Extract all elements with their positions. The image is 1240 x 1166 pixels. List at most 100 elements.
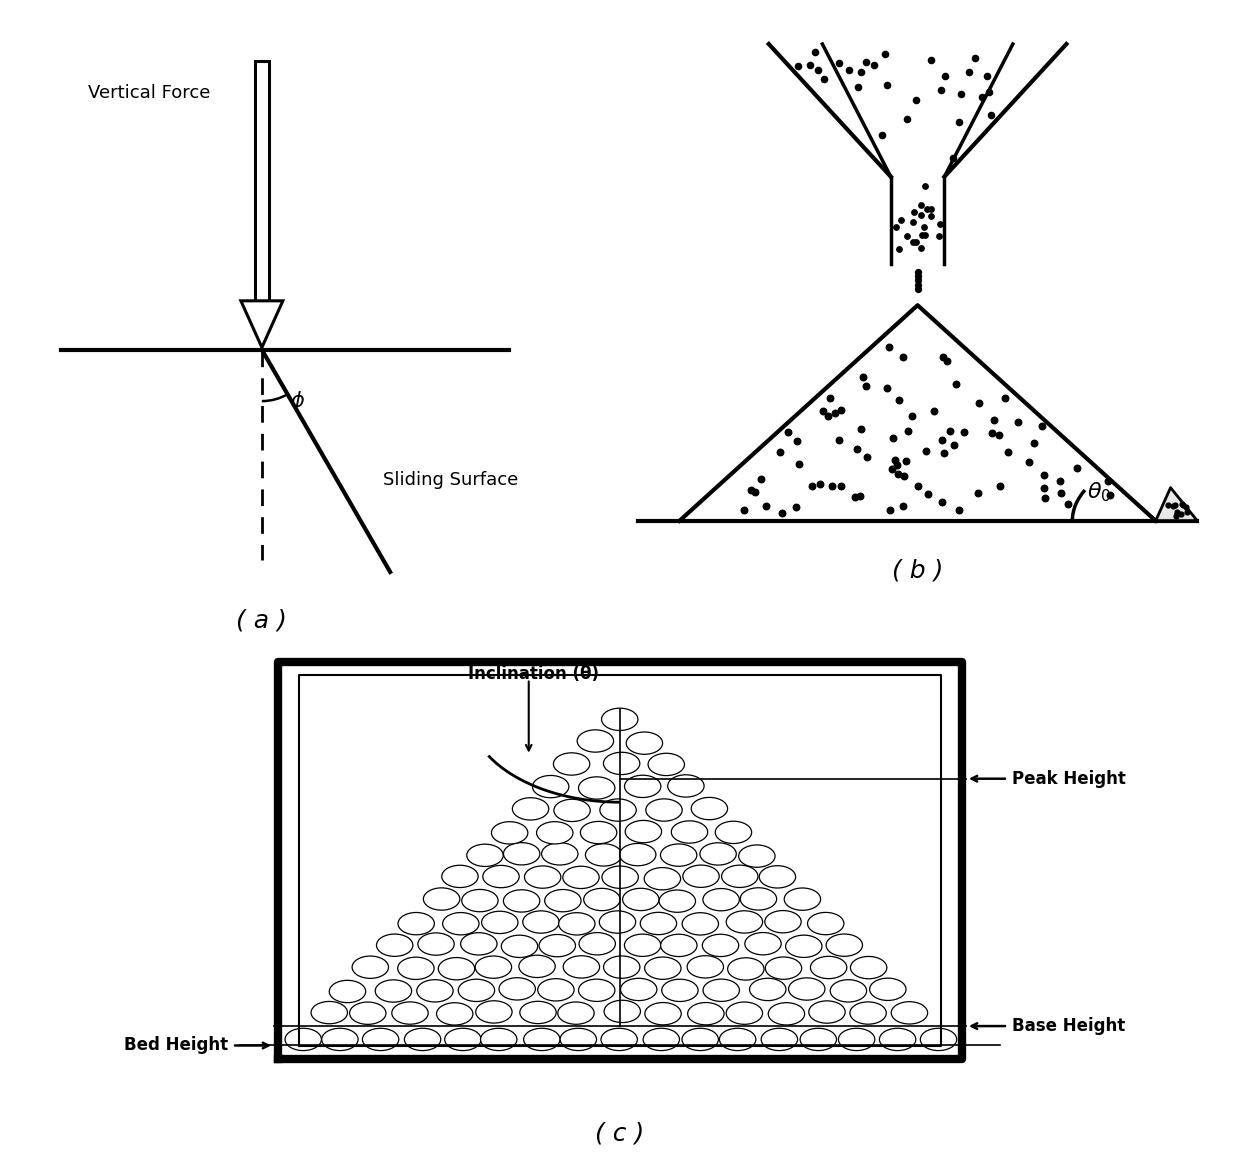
Circle shape xyxy=(715,821,751,843)
Circle shape xyxy=(523,911,559,933)
Circle shape xyxy=(558,1002,594,1024)
Point xyxy=(929,226,949,245)
Circle shape xyxy=(702,934,739,956)
Point xyxy=(908,262,928,281)
Circle shape xyxy=(501,935,538,957)
Point xyxy=(889,240,909,259)
Circle shape xyxy=(807,913,844,935)
Circle shape xyxy=(584,888,620,911)
Circle shape xyxy=(554,799,590,822)
Point xyxy=(817,407,837,426)
Point xyxy=(740,480,760,499)
Point xyxy=(848,78,868,97)
Point xyxy=(802,477,822,496)
Point xyxy=(832,401,852,420)
Polygon shape xyxy=(255,61,269,301)
Text: ( a ): ( a ) xyxy=(237,609,288,632)
Point xyxy=(1059,494,1079,513)
Point xyxy=(905,91,925,110)
Circle shape xyxy=(466,844,503,866)
Circle shape xyxy=(481,912,518,934)
Circle shape xyxy=(532,775,569,798)
Point xyxy=(885,450,905,469)
Circle shape xyxy=(671,821,708,843)
Circle shape xyxy=(826,934,863,956)
Circle shape xyxy=(604,1000,640,1023)
Circle shape xyxy=(811,956,847,978)
Circle shape xyxy=(625,821,662,843)
Point xyxy=(1032,417,1052,436)
Point xyxy=(1173,494,1193,513)
Point xyxy=(801,56,821,75)
Point xyxy=(1176,498,1195,517)
Circle shape xyxy=(563,956,600,978)
Circle shape xyxy=(563,866,599,888)
Point xyxy=(951,85,971,104)
Circle shape xyxy=(560,1028,596,1051)
Circle shape xyxy=(585,844,621,866)
Point xyxy=(908,477,928,496)
Circle shape xyxy=(518,955,556,977)
Circle shape xyxy=(784,888,821,911)
Point xyxy=(846,487,866,506)
Point xyxy=(779,423,799,442)
Circle shape xyxy=(649,753,684,775)
Point xyxy=(1035,489,1055,507)
Point xyxy=(805,43,825,62)
Circle shape xyxy=(699,843,737,865)
Circle shape xyxy=(739,845,775,868)
Text: $\theta_0$: $\theta_0$ xyxy=(1087,480,1111,504)
Circle shape xyxy=(745,933,781,955)
Circle shape xyxy=(544,890,582,912)
Text: Vertical Force: Vertical Force xyxy=(88,84,211,103)
Point xyxy=(915,225,935,244)
Point xyxy=(944,148,963,167)
Point xyxy=(895,451,915,470)
Circle shape xyxy=(920,1028,957,1051)
Circle shape xyxy=(687,956,723,978)
Circle shape xyxy=(682,1028,718,1051)
Point xyxy=(991,477,1011,496)
Circle shape xyxy=(537,822,573,844)
Point xyxy=(1168,503,1188,521)
Circle shape xyxy=(625,775,661,798)
Point xyxy=(892,210,911,229)
Point xyxy=(946,374,966,393)
Circle shape xyxy=(600,799,636,821)
Point xyxy=(883,429,903,448)
Point xyxy=(893,347,913,366)
Point xyxy=(1050,472,1070,491)
Circle shape xyxy=(786,935,822,957)
Circle shape xyxy=(662,979,698,1002)
Text: Base Height: Base Height xyxy=(1012,1017,1125,1035)
Circle shape xyxy=(392,1002,428,1024)
Point xyxy=(911,239,931,258)
Circle shape xyxy=(580,821,616,844)
Point xyxy=(880,501,900,520)
Point xyxy=(756,497,776,515)
Circle shape xyxy=(645,1003,681,1025)
Circle shape xyxy=(601,866,639,888)
Circle shape xyxy=(808,1000,846,1024)
Circle shape xyxy=(625,934,661,956)
Point xyxy=(955,422,975,441)
Point xyxy=(949,113,968,132)
Circle shape xyxy=(719,1028,756,1051)
Circle shape xyxy=(538,978,574,1000)
Circle shape xyxy=(740,887,776,911)
Circle shape xyxy=(727,1002,763,1024)
Text: Bed Height: Bed Height xyxy=(124,1037,228,1054)
Point xyxy=(877,76,897,94)
Point xyxy=(924,402,944,421)
Point xyxy=(908,280,928,298)
Circle shape xyxy=(481,1028,517,1051)
Circle shape xyxy=(800,1028,837,1051)
Point xyxy=(1158,496,1178,514)
Point xyxy=(921,208,941,226)
Circle shape xyxy=(579,933,615,955)
Point xyxy=(1166,496,1185,514)
Circle shape xyxy=(352,956,388,978)
Circle shape xyxy=(321,1028,358,1051)
Circle shape xyxy=(620,843,656,866)
Circle shape xyxy=(460,933,497,955)
